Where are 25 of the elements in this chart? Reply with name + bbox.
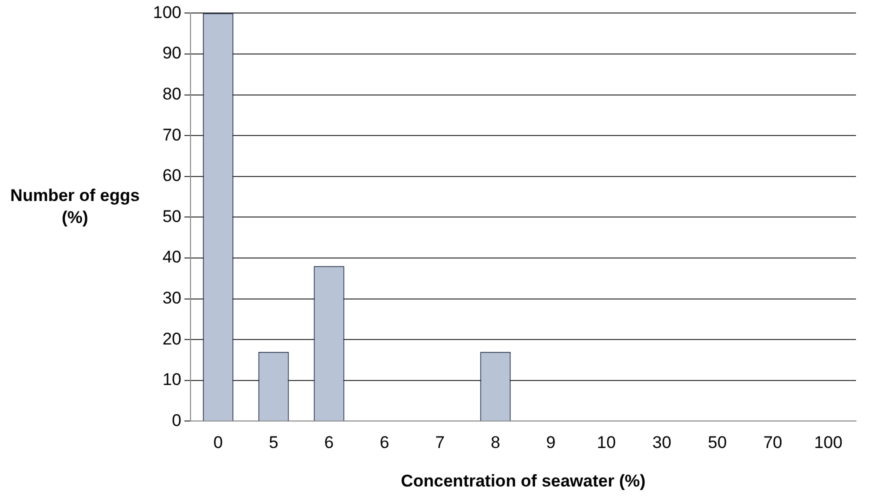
x-axis-title: Concentration of seawater (%) [400, 471, 646, 490]
y-tick-label: 100 [152, 2, 182, 22]
x-tick-label: 10 [596, 433, 616, 452]
x-tick-label: 5 [268, 433, 278, 452]
y-tick-label: 40 [162, 248, 182, 267]
x-tick-label: 100 [814, 433, 842, 452]
x-tick-label: 9 [546, 433, 556, 452]
x-tick-label: 8 [490, 433, 500, 452]
y-tick-label: 10 [162, 370, 182, 390]
x-tick-label: 30 [652, 433, 672, 452]
y-tick-label: 30 [162, 288, 182, 308]
x-tick-label: 0 [213, 433, 223, 452]
x-tick-label: 50 [708, 433, 727, 452]
x-tick-label: 6 [380, 433, 390, 452]
y-axis-title: Number of eggs (%) [9, 185, 141, 230]
y-tick-label: 60 [162, 166, 182, 186]
y-tick-label: 80 [162, 84, 182, 104]
y-tick-label: 70 [162, 125, 182, 144]
y-tick-label: 90 [162, 44, 182, 63]
x-tick-label: 70 [763, 433, 782, 452]
x-tick-label: 7 [435, 433, 445, 452]
y-tick-label: 20 [162, 329, 182, 348]
y-tick-label: 0 [172, 410, 182, 430]
x-tick-label: 6 [324, 433, 334, 452]
y-tick-label: 50 [162, 206, 182, 226]
